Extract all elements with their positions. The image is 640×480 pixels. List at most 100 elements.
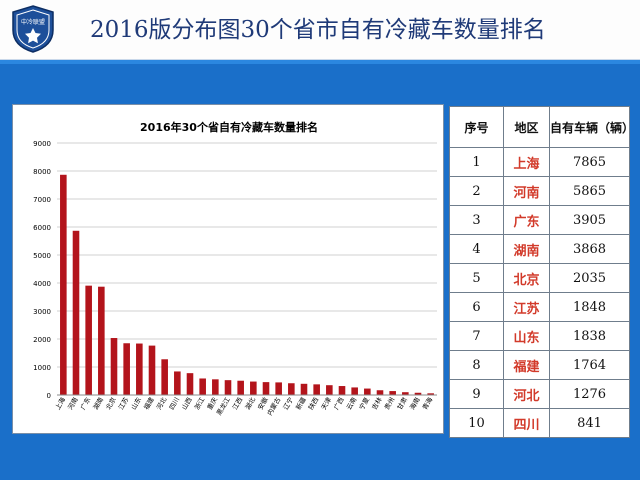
count-cell: 3905 bbox=[549, 205, 630, 235]
slide-title: 2016版分布图30个省市自有冷藏车数量排名 bbox=[90, 17, 546, 43]
bar bbox=[300, 383, 308, 395]
bar bbox=[376, 390, 384, 395]
rank-cell: 9 bbox=[449, 379, 504, 409]
x-tick-label: 天津 bbox=[320, 396, 334, 412]
rank-cell: 1 bbox=[449, 147, 504, 177]
y-tick-label: 1000 bbox=[33, 364, 51, 372]
chart-grid bbox=[57, 142, 437, 396]
x-tick-label: 湖南 bbox=[91, 395, 106, 411]
x-tick-label: 河南 bbox=[65, 395, 80, 411]
x-tick-label: 海南 bbox=[407, 395, 422, 411]
y-tick-label: 6000 bbox=[33, 224, 51, 232]
table-row: 10 四川 841 bbox=[449, 408, 630, 438]
bar-chart-panel: 2016年30个省自有冷藏车数量排名 0 1000 2000 3000 4000 5000… bbox=[12, 104, 444, 434]
x-tick-label: 黑龙江 bbox=[214, 395, 232, 417]
count-cell: 1276 bbox=[549, 379, 630, 409]
x-tick-label: 广东 bbox=[78, 395, 93, 411]
bar bbox=[250, 381, 257, 395]
x-tick-label: 湖北 bbox=[243, 395, 258, 411]
bar bbox=[402, 392, 409, 395]
header-rank: 序号 bbox=[449, 106, 504, 148]
x-tick-label: 浙江 bbox=[192, 395, 207, 411]
table-row: 8 福建 1764 bbox=[449, 350, 630, 380]
region-cell: 山东 bbox=[503, 321, 550, 351]
region-cell: 河北 bbox=[503, 379, 550, 409]
table-row: 1 上海 7865 bbox=[449, 147, 630, 177]
bar bbox=[98, 286, 105, 395]
table-row: 3 广东 3905 bbox=[449, 205, 630, 235]
x-tick-label: 贵州 bbox=[382, 396, 396, 412]
bar bbox=[313, 384, 320, 395]
bar bbox=[72, 230, 80, 395]
x-tick-label: 吉林 bbox=[369, 395, 384, 411]
header-count: 自有车辆（辆） bbox=[549, 106, 634, 148]
y-tick-label: 9000 bbox=[33, 140, 51, 148]
bar bbox=[262, 382, 270, 395]
region-cell: 上海 bbox=[503, 147, 550, 177]
region-cell: 北京 bbox=[503, 263, 550, 293]
bar bbox=[136, 343, 143, 395]
rank-cell: 3 bbox=[449, 205, 504, 235]
rank-cell: 8 bbox=[449, 350, 504, 380]
x-tick-label: 辽宁 bbox=[281, 395, 296, 411]
x-tick-label: 山西 bbox=[179, 395, 194, 411]
table-row: 7 山东 1838 bbox=[449, 321, 630, 351]
bar bbox=[288, 383, 295, 395]
rank-cell: 5 bbox=[449, 263, 504, 293]
table-row: 6 江苏 1848 bbox=[449, 292, 630, 322]
bar bbox=[186, 373, 194, 395]
table-row: 9 河北 1276 bbox=[449, 379, 630, 409]
x-tick-label: 陕西 bbox=[306, 395, 321, 411]
region-cell: 广东 bbox=[503, 205, 550, 235]
x-tick-label: 宁夏 bbox=[357, 395, 372, 411]
table-header-row: 序号 地区 自有车辆（辆） bbox=[449, 106, 634, 148]
x-tick-label: 河北 bbox=[155, 396, 169, 412]
bar bbox=[85, 285, 92, 395]
x-tick-label: 上海 bbox=[53, 395, 68, 411]
x-tick-label: 北京 bbox=[103, 395, 118, 411]
region-cell: 四川 bbox=[503, 408, 550, 438]
chart-bars bbox=[60, 174, 434, 395]
count-cell: 841 bbox=[549, 408, 630, 438]
x-tick-label: 广西 bbox=[331, 395, 346, 411]
x-tick-label: 甘肃 bbox=[395, 395, 410, 411]
y-tick-label: 8000 bbox=[33, 168, 51, 176]
bar bbox=[351, 387, 358, 395]
x-tick-label: 青海 bbox=[420, 395, 435, 411]
bar bbox=[212, 379, 219, 395]
rank-cell: 10 bbox=[449, 408, 504, 438]
alliance-logo-icon: 中冷联盟 bbox=[12, 5, 54, 53]
y-tick-label: 2000 bbox=[33, 336, 51, 344]
x-tick-label: 山东 bbox=[129, 395, 144, 411]
count-cell: 7865 bbox=[549, 147, 630, 177]
y-tick-label: 0 bbox=[47, 392, 51, 400]
header-divider bbox=[0, 60, 640, 64]
bar bbox=[174, 371, 181, 395]
table-row: 5 北京 2035 bbox=[449, 263, 630, 293]
bar bbox=[275, 382, 282, 395]
bar bbox=[110, 338, 118, 395]
y-tick-label: 4000 bbox=[33, 280, 51, 288]
y-tick-label: 5000 bbox=[33, 252, 51, 260]
bar bbox=[338, 386, 346, 395]
bar bbox=[199, 378, 206, 395]
rank-cell: 2 bbox=[449, 176, 504, 206]
header-region: 地区 bbox=[503, 106, 550, 148]
x-tick-label: 云南 bbox=[344, 395, 359, 411]
rank-cell: 4 bbox=[449, 234, 504, 264]
rank-cell: 6 bbox=[449, 292, 504, 322]
bar-chart: 2016年30个省自有冷藏车数量排名 0 1000 2000 3000 4000 5000… bbox=[33, 120, 437, 417]
bar bbox=[237, 380, 244, 395]
x-tick-label: 四川 bbox=[168, 396, 181, 411]
region-cell: 河南 bbox=[503, 176, 550, 206]
region-cell: 福建 bbox=[503, 350, 550, 380]
bar bbox=[427, 393, 434, 395]
bar bbox=[60, 174, 67, 395]
region-cell: 湖南 bbox=[503, 234, 550, 264]
bar bbox=[414, 392, 422, 395]
bar bbox=[326, 385, 333, 395]
count-cell: 1764 bbox=[549, 350, 630, 380]
count-cell: 2035 bbox=[549, 263, 630, 293]
